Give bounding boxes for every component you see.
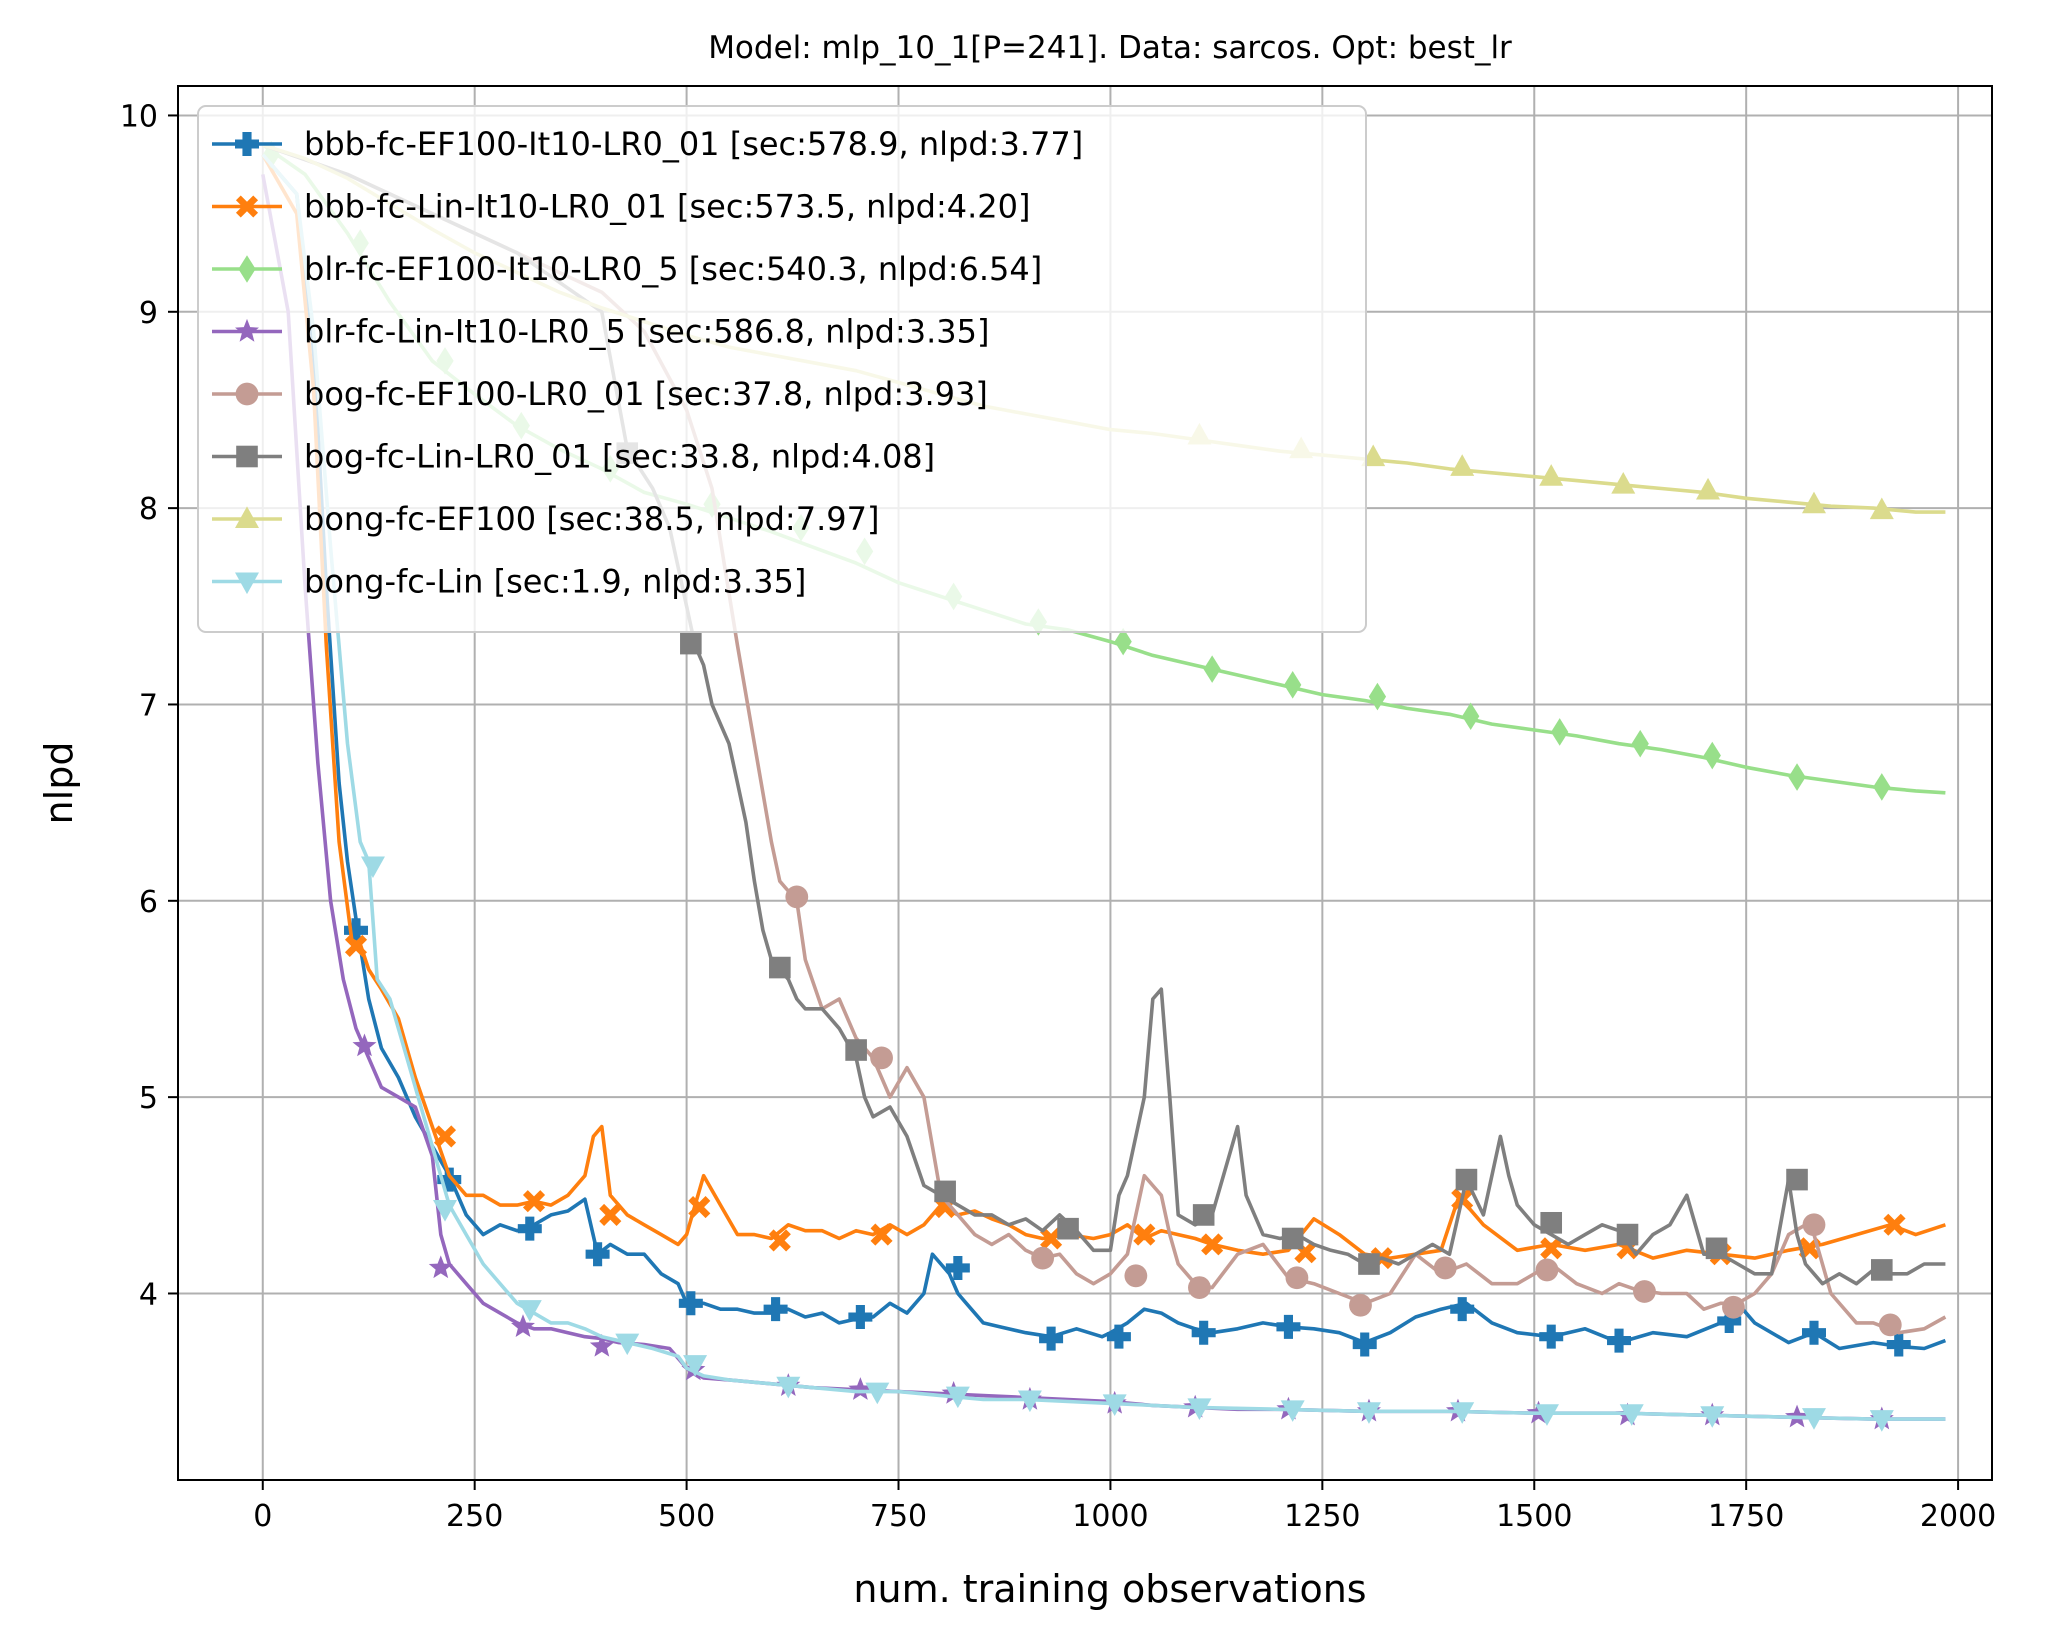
data-point-marker [1803, 1213, 1826, 1236]
y-tick-label: 8 [139, 492, 158, 527]
x-tick-label: 1250 [1284, 1499, 1360, 1534]
legend-item: bong-fc-EF100 [sec:38.5, nlpd:7.97] [212, 500, 879, 538]
data-point-marker [361, 856, 385, 878]
legend-item: bog-fc-Lin-LR0_01 [sec:33.8, nlpd:4.08] [212, 438, 935, 476]
x-tick-label: 500 [658, 1499, 715, 1534]
data-point-marker [1871, 1259, 1893, 1281]
data-point-marker [1617, 1224, 1639, 1246]
data-point-marker [1540, 1212, 1562, 1234]
legend-label: bog-fc-Lin-LR0_01 [sec:33.8, nlpd:4.08] [304, 438, 935, 476]
data-point-marker [1353, 1333, 1377, 1357]
legend-item: bbb-fc-Lin-It10-LR0_01 [sec:573.5, nlpd:… [212, 188, 1030, 226]
data-point-marker [1039, 1327, 1063, 1351]
data-point-marker [848, 1305, 872, 1329]
data-point-marker [236, 446, 258, 468]
data-point-marker [1551, 718, 1568, 746]
legend-box [198, 106, 1366, 632]
data-point-marker [1456, 1169, 1478, 1191]
data-point-marker [1124, 1264, 1147, 1287]
x-tick-label: 750 [870, 1499, 927, 1534]
data-point-marker [1031, 1247, 1054, 1270]
legend: bbb-fc-EF100-It10-LR0_01 [sec:578.9, nlp… [198, 106, 1366, 632]
data-point-marker [764, 1297, 788, 1321]
data-point-marker [1450, 1297, 1474, 1321]
data-point-marker [1788, 763, 1805, 791]
x-tick-label: 1000 [1072, 1499, 1148, 1534]
data-point-marker [870, 1046, 893, 1069]
x-tick-label: 250 [446, 1499, 503, 1534]
x-axis-label: num. training observations [853, 1567, 1366, 1611]
x-tick-label: 0 [253, 1499, 272, 1534]
x-tick-label: 2000 [1920, 1499, 1996, 1534]
data-point-marker [1802, 1321, 1826, 1345]
chart-title: Model: mlp_10_1[P=241]. Data: sarcos. Op… [708, 30, 1512, 66]
legend-label: bong-fc-Lin [sec:1.9, nlpd:3.35] [304, 563, 806, 601]
data-point-marker [1462, 702, 1479, 730]
data-point-marker [1722, 1296, 1745, 1319]
data-point-marker [1358, 1253, 1380, 1275]
y-tick-label: 6 [139, 885, 158, 920]
data-point-marker [1632, 730, 1649, 758]
data-point-marker [1276, 1315, 1300, 1339]
data-point-marker [1204, 655, 1221, 683]
data-point-marker [1536, 1259, 1559, 1282]
data-point-marker [1192, 1321, 1216, 1345]
data-point-marker [1696, 478, 1720, 500]
data-point-marker [1786, 1169, 1808, 1191]
data-point-marker [1188, 1276, 1211, 1299]
data-point-marker [1539, 1325, 1563, 1349]
data-point-marker [1450, 454, 1474, 476]
data-point-marker [1286, 1266, 1309, 1289]
data-point-marker [785, 885, 808, 908]
data-point-marker [1282, 1228, 1304, 1250]
legend-item: bbb-fc-EF100-It10-LR0_01 [sec:578.9, nlp… [212, 125, 1083, 163]
data-point-marker [1879, 1313, 1902, 1336]
data-point-marker [934, 1181, 956, 1203]
data-point-marker [1284, 671, 1301, 699]
data-point-marker [1633, 1280, 1656, 1303]
data-point-marker [769, 957, 791, 979]
x-tick-label: 1750 [1708, 1499, 1784, 1534]
y-tick-label: 10 [120, 99, 158, 134]
y-tick-label: 9 [139, 296, 158, 331]
legend-label: bog-fc-EF100-LR0_01 [sec:37.8, nlpd:3.93… [304, 375, 988, 413]
data-point-marker [1369, 683, 1386, 711]
legend-item: blr-fc-Lin-It10-LR0_5 [sec:586.8, nlpd:3… [212, 313, 990, 351]
y-tick-label: 7 [139, 688, 158, 723]
y-axis-label: nlpd [37, 742, 81, 825]
data-point-marker [1539, 464, 1563, 486]
legend-label: bbb-fc-Lin-It10-LR0_01 [sec:573.5, nlpd:… [304, 188, 1030, 226]
data-point-marker [236, 383, 259, 406]
data-point-marker [845, 1039, 867, 1061]
legend-label: blr-fc-EF100-It10-LR0_5 [sec:540.3, nlpd… [304, 250, 1042, 288]
legend-label: bbb-fc-EF100-It10-LR0_01 [sec:578.9, nlp… [304, 125, 1083, 163]
data-point-marker [599, 1204, 621, 1226]
y-tick-label: 5 [139, 1081, 158, 1116]
data-point-marker [1607, 1329, 1631, 1353]
legend-label: blr-fc-Lin-It10-LR0_5 [sec:586.8, nlpd:3… [304, 313, 990, 351]
y-tick-label: 4 [139, 1277, 158, 1312]
x-tick-label: 1500 [1496, 1499, 1572, 1534]
data-point-marker [1706, 1238, 1728, 1260]
legend-item: blr-fc-EF100-It10-LR0_5 [sec:540.3, nlpd… [212, 250, 1042, 288]
data-point-marker [1057, 1218, 1079, 1240]
data-point-marker [1349, 1294, 1372, 1317]
data-point-marker [1434, 1257, 1457, 1280]
data-point-marker [353, 1033, 377, 1056]
data-point-marker [1870, 1410, 1894, 1432]
data-point-marker [865, 1383, 889, 1405]
data-point-marker [1704, 742, 1721, 770]
data-point-marker [1193, 1204, 1215, 1226]
data-point-marker [680, 633, 702, 655]
legend-item: bog-fc-EF100-LR0_01 [sec:37.8, nlpd:3.93… [212, 375, 988, 413]
data-point-marker [1873, 773, 1890, 801]
data-point-marker [688, 1196, 710, 1218]
legend-label: bong-fc-EF100 [sec:38.5, nlpd:7.97] [304, 500, 879, 538]
